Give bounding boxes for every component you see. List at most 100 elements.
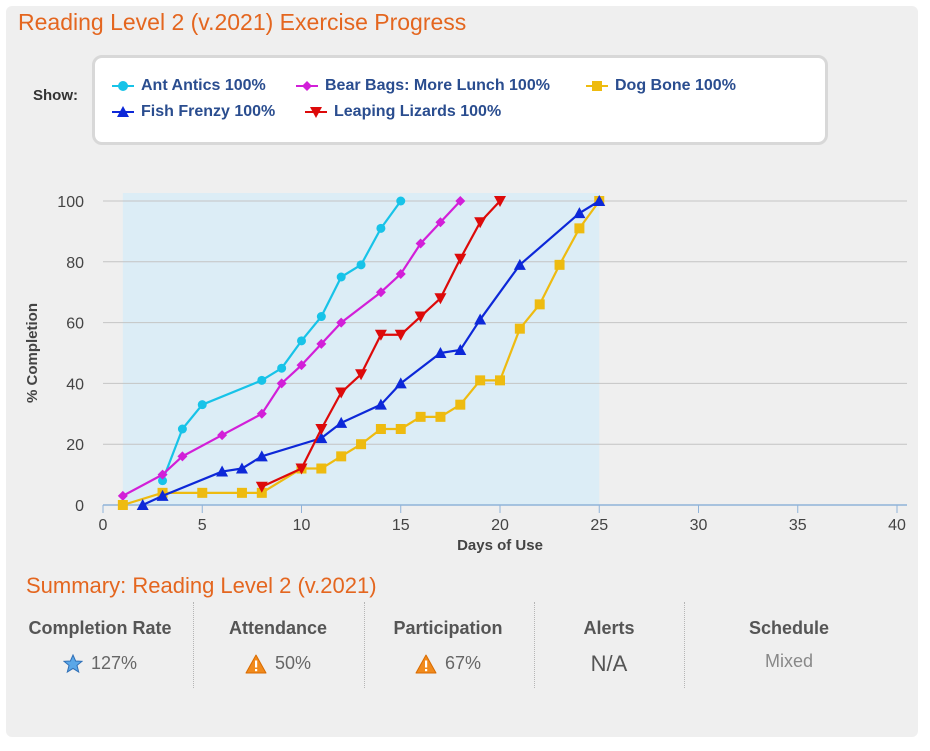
data-point bbox=[316, 312, 326, 322]
data-point bbox=[197, 487, 208, 498]
y-tick-label: 60 bbox=[66, 316, 84, 333]
series-line bbox=[261, 200, 501, 488]
data-point bbox=[335, 416, 348, 428]
x-tick-label: 40 bbox=[888, 517, 906, 534]
data-point bbox=[235, 462, 248, 474]
legend-item-ant-antics[interactable]: Ant Antics 100% bbox=[111, 76, 266, 96]
data-point bbox=[455, 196, 466, 206]
participation-value: 67% bbox=[444, 653, 482, 673]
alerts-value: N/A bbox=[590, 651, 628, 676]
legend-label: Fish Frenzy 100% bbox=[141, 103, 276, 120]
legend-item-leaping-lizards[interactable]: Leaping Lizards 100% bbox=[304, 102, 501, 122]
divider bbox=[193, 602, 194, 688]
data-point bbox=[376, 223, 386, 233]
data-point bbox=[534, 299, 545, 310]
x-tick-label: 15 bbox=[392, 517, 410, 534]
attendance-value-row: 50% bbox=[196, 653, 360, 674]
data-point bbox=[296, 360, 307, 371]
data-point bbox=[415, 411, 426, 422]
data-point bbox=[197, 400, 207, 410]
data-point bbox=[394, 329, 407, 341]
data-point bbox=[177, 451, 188, 462]
series-dog-bone bbox=[117, 196, 605, 510]
data-point bbox=[257, 375, 267, 385]
highlight-band bbox=[122, 193, 600, 505]
y-axis-title: % Completion bbox=[24, 303, 41, 403]
data-point bbox=[494, 196, 506, 207]
data-point bbox=[514, 323, 525, 334]
data-point bbox=[315, 424, 328, 435]
data-point bbox=[117, 500, 128, 510]
legend-label: Dog Bone 100% bbox=[615, 77, 736, 94]
data-point bbox=[277, 363, 287, 373]
line-chart: 0 20 40 60 80 100 0 5 10 15 20 25 30 35 40 Days of Use%… bbox=[24, 193, 907, 554]
legend: Ant Antics 100% Bear Bags: More Lunch 10… bbox=[92, 55, 828, 145]
page-title: Reading Level 2 (v.2021) Exercise Progre… bbox=[18, 9, 467, 35]
legend-label: Leaping Lizards 100% bbox=[334, 103, 502, 120]
warning-icon bbox=[245, 654, 267, 673]
x-tick-label: 30 bbox=[690, 517, 708, 534]
divider bbox=[534, 602, 535, 688]
data-point bbox=[474, 217, 487, 229]
y-tick-label: 80 bbox=[66, 255, 84, 272]
show-label: Show: bbox=[33, 87, 78, 104]
data-point bbox=[475, 375, 486, 386]
warning-icon bbox=[415, 654, 437, 673]
y-tick-label: 0 bbox=[75, 498, 84, 515]
legend-item-dog-bone[interactable]: Dog Bone 100% bbox=[585, 76, 736, 96]
data-point bbox=[356, 260, 366, 270]
data-point bbox=[374, 398, 387, 410]
data-point bbox=[157, 469, 168, 480]
completion-rate-value: 127% bbox=[90, 653, 138, 673]
series-ant-antics bbox=[158, 196, 406, 486]
triangle-marker-icon bbox=[112, 106, 134, 117]
completion-rate-value-row: 127% bbox=[12, 653, 188, 674]
schedule-stat: Schedule Mixed bbox=[690, 602, 888, 688]
data-point bbox=[375, 287, 386, 298]
data-point bbox=[255, 450, 268, 462]
y-tick-label: 20 bbox=[66, 437, 84, 454]
data-point bbox=[495, 375, 505, 386]
data-point bbox=[356, 439, 367, 450]
legend-label: Ant Antics 100% bbox=[141, 77, 266, 94]
x-tick-label: 0 bbox=[99, 517, 108, 534]
diamond-marker-icon bbox=[296, 81, 318, 91]
legend-label: Bear Bags: More Lunch 100% bbox=[325, 77, 550, 94]
data-point bbox=[574, 223, 585, 234]
legend-item-bear-bags[interactable]: Bear Bags: More Lunch 100% bbox=[295, 76, 550, 96]
data-point bbox=[136, 499, 149, 510]
data-point bbox=[375, 424, 386, 434]
attendance-value: 50% bbox=[274, 653, 312, 673]
legend-item-fish-frenzy[interactable]: Fish Frenzy 100% bbox=[111, 102, 275, 122]
data-point bbox=[256, 487, 267, 498]
data-point bbox=[395, 424, 406, 434]
square-marker-icon bbox=[586, 81, 608, 91]
data-point bbox=[435, 411, 446, 422]
data-point bbox=[454, 343, 467, 355]
completion-rate-label: Completion Rate bbox=[28, 618, 172, 638]
data-point bbox=[474, 313, 487, 325]
series-line bbox=[122, 200, 462, 497]
data-point bbox=[255, 481, 268, 493]
data-point bbox=[434, 347, 447, 358]
series-leaping-lizards bbox=[255, 196, 506, 493]
data-point bbox=[513, 258, 526, 270]
data-point bbox=[355, 369, 368, 381]
data-point bbox=[396, 196, 406, 206]
x-tick-label: 10 bbox=[293, 517, 311, 534]
data-point bbox=[177, 424, 187, 434]
data-point bbox=[336, 272, 346, 282]
data-point bbox=[336, 451, 347, 462]
data-point bbox=[216, 465, 229, 477]
alerts-label: Alerts bbox=[583, 618, 635, 638]
data-point bbox=[434, 293, 447, 305]
data-point bbox=[593, 195, 606, 206]
data-point bbox=[394, 377, 407, 389]
alerts-stat: Alerts N/A bbox=[536, 602, 682, 688]
x-tick-label: 5 bbox=[198, 517, 207, 534]
circle-marker-icon bbox=[112, 81, 134, 91]
attendance-stat: Attendance 50% bbox=[196, 602, 360, 688]
data-point bbox=[573, 207, 586, 219]
data-point bbox=[236, 487, 247, 498]
data-point bbox=[158, 476, 168, 486]
